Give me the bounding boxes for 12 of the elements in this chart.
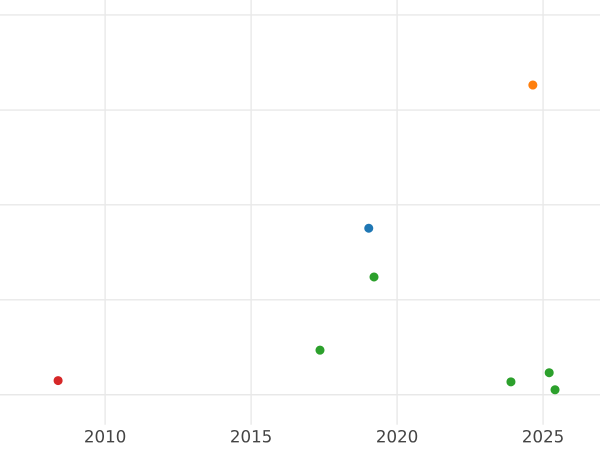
point [528,80,538,90]
x-tick-label: 2020 [377,430,418,443]
point [54,376,63,386]
point [544,368,554,378]
point [550,385,560,394]
point [370,272,379,282]
point [364,224,374,233]
x-tick-label: 2025 [523,430,563,443]
point [506,377,516,386]
point [316,346,324,355]
x-tick-label: 2015 [231,430,271,443]
x-tick-label: 2010 [85,430,126,443]
